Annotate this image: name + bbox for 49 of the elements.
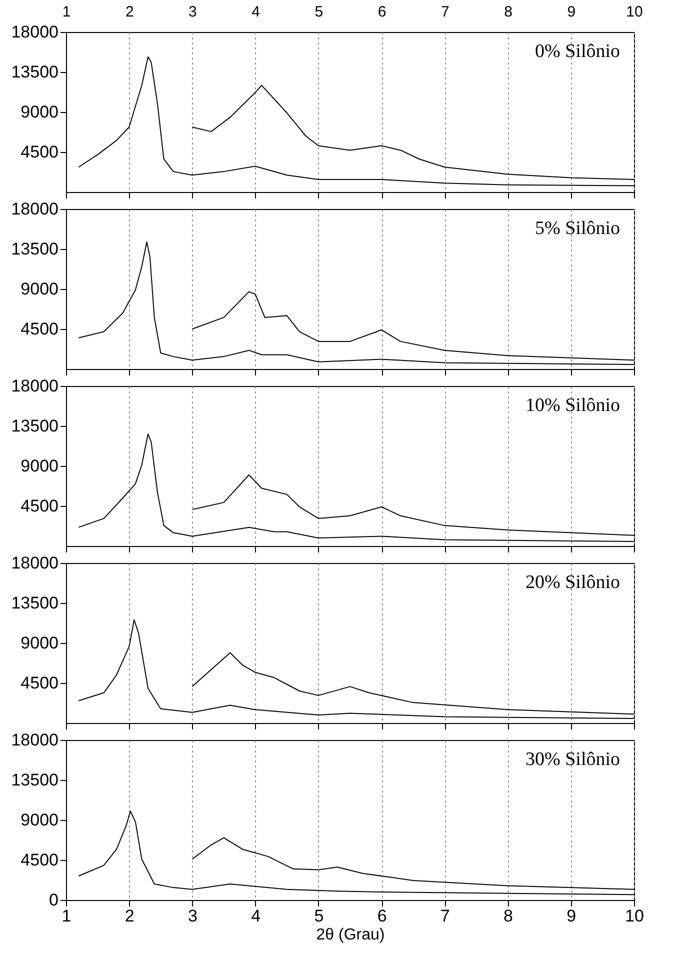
x-tick-label: 7 (440, 906, 450, 926)
x-tick-label: 10 (625, 906, 644, 926)
x2-tick-label: 1 (62, 4, 71, 20)
y-tick-label: 13500 (11, 594, 58, 612)
x2-tick-label: 2 (125, 4, 134, 20)
x2-tick-label: 5 (314, 4, 324, 20)
y-tick-label: 13500 (11, 770, 58, 790)
x-tick-label: 9 (566, 906, 576, 926)
annotation: 20% Silônio (526, 572, 620, 593)
x2-tick-label: 4 (252, 4, 260, 20)
x2-tick-label: 6 (378, 4, 386, 20)
y-tick-label: 18000 (11, 554, 58, 572)
x-axis-title: 2θ (Grau) (316, 926, 385, 944)
y-tick-label: 18000 (11, 376, 58, 396)
y-tick-label: 13500 (11, 62, 58, 82)
x2-tick-label: 9 (567, 4, 576, 20)
y-tick-label: 4500 (20, 496, 58, 516)
x-tick-label: 5 (314, 906, 324, 926)
y-tick-label: 9000 (20, 634, 58, 652)
y-tick-label: 18000 (11, 200, 58, 218)
annotation: 0% Silônio (535, 41, 620, 62)
line-series (192, 291, 634, 361)
y-tick-label: 13500 (11, 240, 58, 258)
x-tick-label: 4 (251, 906, 261, 926)
y-tick-label: 18000 (11, 22, 58, 42)
y-tick-label: 13500 (11, 416, 58, 436)
x-tick-label: 8 (504, 906, 514, 926)
x-tick-label: 6 (377, 906, 387, 926)
y-tick-label: 4500 (20, 850, 58, 870)
y-tick-label: 9000 (20, 810, 58, 830)
annotation: 10% Silônio (526, 395, 620, 416)
x2-tick-label: 7 (440, 4, 450, 20)
y-tick-label: 9000 (20, 102, 58, 122)
annotation: 30% Silônio (526, 749, 620, 770)
y-tick-label: 4500 (20, 320, 58, 338)
y-tick-label: 4500 (20, 674, 58, 692)
annotation: 5% Silônio (535, 218, 620, 239)
y-tick-label: 18000 (11, 730, 58, 750)
x-tick-label: 1 (62, 906, 72, 926)
x2-tick-label: 3 (188, 4, 197, 20)
x-tick-label: 2 (124, 906, 134, 926)
y-tick-label: 4500 (20, 142, 58, 162)
line-series (192, 652, 634, 715)
x2-tick-label: 8 (504, 4, 512, 20)
x-tick-label: 3 (188, 906, 198, 926)
x2-tick-label: 10 (626, 4, 643, 20)
y-tick-label: 9000 (20, 280, 58, 298)
y-tick-label: 0 (49, 890, 58, 910)
y-tick-label: 9000 (20, 456, 58, 476)
